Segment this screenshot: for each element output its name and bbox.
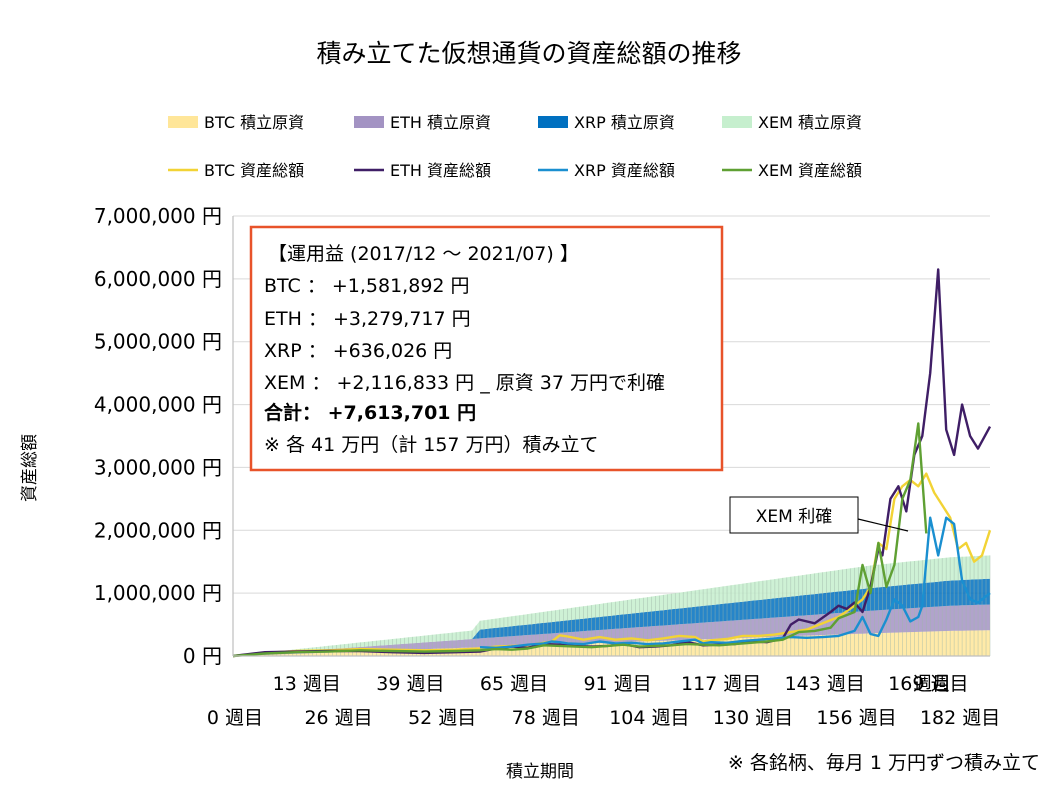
legend-swatch: [538, 116, 568, 128]
x-tick-label: 130 週目: [713, 707, 793, 729]
series-line-2: [479, 516, 991, 649]
x-tick-label: 65 週目: [480, 673, 548, 695]
profit-callout: 【運用益 (2017/12 ～ 2021/07) 】 BTC ： +1,581,8…: [249, 225, 724, 472]
y-tick-label: 7,000,000 円: [94, 204, 222, 228]
x-axis-ticks: 13 週目 39 週目 65 週目 91 週目 117 週目 143 週目 169 週目週目…: [207, 673, 1000, 729]
x-tick-label: 143 週目: [785, 673, 865, 695]
chart-title: 積み立てた仮想通貨の資産総額の推移: [316, 39, 741, 68]
x-tick-label: 117 週目: [681, 673, 761, 695]
x-tick-label: 182 週目: [920, 707, 1000, 729]
legend-swatch: [354, 116, 384, 128]
annotation-pointer: [857, 518, 909, 532]
callout-line: ※ 各 41 万円（計 157 万円）積み立て: [264, 434, 599, 456]
legend-label: XEM 資産総額: [758, 161, 862, 180]
x-tick-label: 104 週目: [609, 707, 689, 729]
y-axis-ticks: 0 円 1,000,000 円 2,000,000 円 3,000,000 円 4,00…: [94, 204, 222, 668]
legend-label: ETH 資産総額: [390, 161, 491, 180]
x-tick-label: 13 週目: [273, 673, 341, 695]
x-tick-label: 週目: [913, 673, 951, 695]
legend-label: BTC 積立原資: [204, 113, 304, 132]
callout-line: 【運用益 (2017/12 ～ 2021/07) 】: [268, 243, 579, 265]
legend-label: XRP 積立原資: [574, 113, 675, 132]
x-tick-label: 26 週目: [304, 707, 372, 729]
x-tick-label: 78 週目: [512, 707, 580, 729]
annotation-box: [729, 496, 859, 534]
asset-lines: [232, 268, 992, 658]
legend-label: BTC 資産総額: [204, 161, 304, 180]
callout-line: 合計： +7,613,701 円: [264, 401, 476, 424]
y-tick-label: 0 円: [183, 644, 222, 668]
y-tick-label: 5,000,000 円: [94, 330, 222, 354]
legend-swatch: [168, 116, 198, 128]
series-line-3: [232, 422, 928, 658]
xem-take-profit-annotation: XEM 利確: [729, 496, 909, 534]
x-axis-label: 積立期間: [506, 762, 574, 782]
legend-label: XEM 積立原資: [758, 113, 862, 132]
x-tick-label: 91 週目: [583, 673, 651, 695]
annotation-label: XEM 利確: [756, 507, 832, 527]
footnote: ※ 各銘柄、毎月 1 万円ずつ積み立て: [728, 752, 1040, 774]
axes: [232, 216, 990, 657]
x-tick-label: 0 週目: [207, 707, 263, 729]
legend-label: XRP 資産総額: [574, 161, 675, 180]
callout-line: BTC ： +1,581,892 円: [264, 275, 470, 297]
callout-line: XEM ： +2,116,833 円 _ 原資 37 万円で利確: [264, 372, 665, 394]
x-tick-label: 169 週目: [888, 673, 968, 695]
y-tick-label: 6,000,000 円: [94, 267, 222, 291]
y-axis-label: 資産総額: [20, 434, 40, 502]
principal-areas: [233, 555, 991, 656]
x-tick-label: 156 週目: [816, 707, 896, 729]
legend-swatch: [722, 116, 752, 128]
y-tick-label: 3,000,000 円: [94, 455, 222, 479]
x-tick-label: 52 週目: [408, 707, 476, 729]
y-tick-label: 4,000,000 円: [94, 393, 222, 417]
y-tick-label: 2,000,000 円: [94, 518, 222, 542]
callout-box: [249, 225, 724, 472]
x-tick-label: 39 週目: [376, 673, 444, 695]
y-tick-label: 1,000,000 円: [94, 581, 222, 605]
legend-label: ETH 積立原資: [390, 113, 491, 132]
callout-line: XRP ： +636,026 円: [264, 340, 452, 362]
legend: BTC 積立原資 ETH 積立原資 XRP 積立原資 XEM 積立原資 BTC 資産総額…: [168, 113, 862, 180]
callout-line: ETH ： +3,279,717 円: [264, 308, 471, 330]
